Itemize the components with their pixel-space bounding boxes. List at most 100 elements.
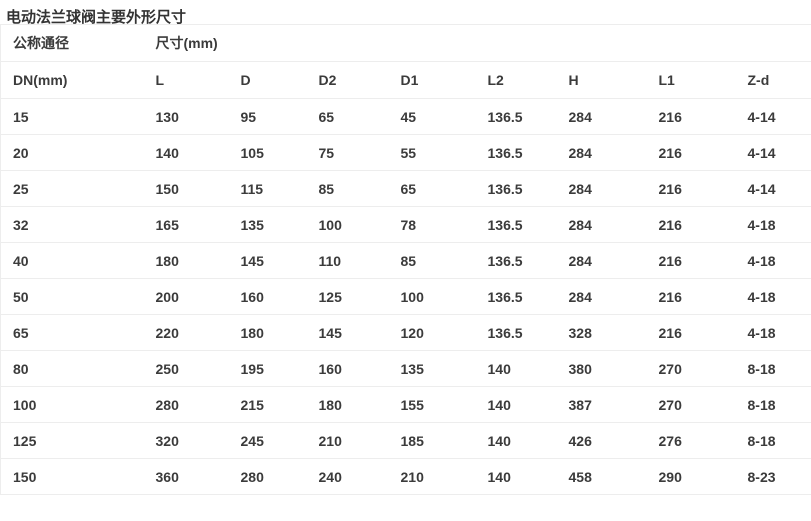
table-cell: 4-18 xyxy=(737,278,811,315)
table-row: 40 180 145 110 85 136.5 284 216 4-18 xyxy=(0,242,811,279)
table-cell: 215 xyxy=(230,386,309,423)
group-header-row: 公称通径 尺寸(mm) xyxy=(0,24,811,62)
table-cell: 165 xyxy=(145,206,231,243)
table-cell: 200 xyxy=(145,278,231,315)
table-row: 20 140 105 75 55 136.5 284 216 4-14 xyxy=(0,134,811,171)
table-cell: 136.5 xyxy=(477,134,559,171)
table-cell: 284 xyxy=(558,242,649,279)
table-cell: 130 xyxy=(145,98,231,135)
table-cell: 80 xyxy=(0,350,146,387)
table-cell: 280 xyxy=(145,386,231,423)
column-header-d: D xyxy=(230,61,309,99)
table-cell: 284 xyxy=(558,170,649,207)
table-cell: 145 xyxy=(230,242,309,279)
table-cell: 328 xyxy=(558,314,649,351)
table-cell: 85 xyxy=(390,242,478,279)
table-header: 公称通径 尺寸(mm) DN(mm) L D D2 D1 L2 H L1 Z-d xyxy=(0,24,811,99)
table-cell: 55 xyxy=(390,134,478,171)
column-header-dn: DN(mm) xyxy=(0,61,146,99)
table-cell: 210 xyxy=(308,422,391,459)
table-cell: 110 xyxy=(308,242,391,279)
table-cell: 65 xyxy=(390,170,478,207)
column-header-row: DN(mm) L D D2 D1 L2 H L1 Z-d xyxy=(0,61,811,99)
table-cell: 65 xyxy=(308,98,391,135)
table-cell: 8-18 xyxy=(737,386,811,423)
table-cell: 216 xyxy=(648,98,738,135)
table-cell: 136.5 xyxy=(477,314,559,351)
column-header-zd: Z-d xyxy=(737,61,811,99)
table-cell: 290 xyxy=(648,458,738,495)
table-cell: 136.5 xyxy=(477,242,559,279)
table-cell: 210 xyxy=(390,458,478,495)
column-header-d1: D1 xyxy=(390,61,478,99)
column-header-h: H xyxy=(558,61,649,99)
table-cell: 105 xyxy=(230,134,309,171)
table-cell: 65 xyxy=(0,314,146,351)
table-cell: 136.5 xyxy=(477,206,559,243)
table-cell: 140 xyxy=(477,458,559,495)
table-cell: 136.5 xyxy=(477,98,559,135)
table-cell: 40 xyxy=(0,242,146,279)
table-cell: 140 xyxy=(477,422,559,459)
table-cell: 216 xyxy=(648,206,738,243)
column-header-l1: L1 xyxy=(648,61,738,99)
table-cell: 284 xyxy=(558,206,649,243)
group-header-nominal-diameter: 公称通径 xyxy=(0,24,146,62)
table-cell: 100 xyxy=(0,386,146,423)
table-cell: 100 xyxy=(308,206,391,243)
table-cell: 155 xyxy=(390,386,478,423)
table-cell: 25 xyxy=(0,170,146,207)
table-cell: 160 xyxy=(230,278,309,315)
page-title: 电动法兰球阀主要外形尺寸 xyxy=(6,9,187,26)
table-cell: 270 xyxy=(648,386,738,423)
table-cell: 8-18 xyxy=(737,422,811,459)
table-cell: 75 xyxy=(308,134,391,171)
table-cell: 360 xyxy=(145,458,231,495)
table-row: 65 220 180 145 120 136.5 328 216 4-18 xyxy=(0,314,811,351)
table-cell: 160 xyxy=(308,350,391,387)
table-cell: 120 xyxy=(390,314,478,351)
table-cell: 284 xyxy=(558,134,649,171)
table-row: 100 280 215 180 155 140 387 270 8-18 xyxy=(0,386,811,423)
table-cell: 78 xyxy=(390,206,478,243)
table-cell: 216 xyxy=(648,170,738,207)
table-cell: 20 xyxy=(0,134,146,171)
table-cell: 140 xyxy=(477,350,559,387)
table-cell: 270 xyxy=(648,350,738,387)
table-cell: 140 xyxy=(145,134,231,171)
table-row: 15 130 95 65 45 136.5 284 216 4-14 xyxy=(0,98,811,135)
table-row: 80 250 195 160 135 140 380 270 8-18 xyxy=(0,350,811,387)
table-cell: 4-18 xyxy=(737,206,811,243)
table-cell: 150 xyxy=(0,458,146,495)
table-cell: 115 xyxy=(230,170,309,207)
table-cell: 380 xyxy=(558,350,649,387)
table-cell: 180 xyxy=(308,386,391,423)
table-cell: 50 xyxy=(0,278,146,315)
dimensions-table: 公称通径 尺寸(mm) DN(mm) L D D2 D1 L2 H L1 Z-d… xyxy=(0,24,811,495)
table-cell: 32 xyxy=(0,206,146,243)
table-cell: 150 xyxy=(145,170,231,207)
table-cell: 4-14 xyxy=(737,170,811,207)
table-cell: 180 xyxy=(145,242,231,279)
table-cell: 145 xyxy=(308,314,391,351)
table-cell: 136.5 xyxy=(477,170,559,207)
table-cell: 216 xyxy=(648,314,738,351)
table-cell: 387 xyxy=(558,386,649,423)
table-cell: 195 xyxy=(230,350,309,387)
table-cell: 15 xyxy=(0,98,146,135)
table-cell: 4-14 xyxy=(737,134,811,171)
table-cell: 320 xyxy=(145,422,231,459)
table-row: 32 165 135 100 78 136.5 284 216 4-18 xyxy=(0,206,811,243)
table-cell: 95 xyxy=(230,98,309,135)
table-cell: 185 xyxy=(390,422,478,459)
table-row: 150 360 280 240 210 140 458 290 8-23 xyxy=(0,458,811,495)
table-cell: 45 xyxy=(390,98,478,135)
table-row: 25 150 115 85 65 136.5 284 216 4-14 xyxy=(0,170,811,207)
table-cell: 216 xyxy=(648,242,738,279)
table-body: 15 130 95 65 45 136.5 284 216 4-14 20 140 105 75 55 13… xyxy=(0,98,811,495)
table-row: 50 200 160 125 100 136.5 284 216 4-18 xyxy=(0,278,811,315)
table-cell: 250 xyxy=(145,350,231,387)
table-cell: 125 xyxy=(308,278,391,315)
table-row: 125 320 245 210 185 140 426 276 8-18 xyxy=(0,422,811,459)
